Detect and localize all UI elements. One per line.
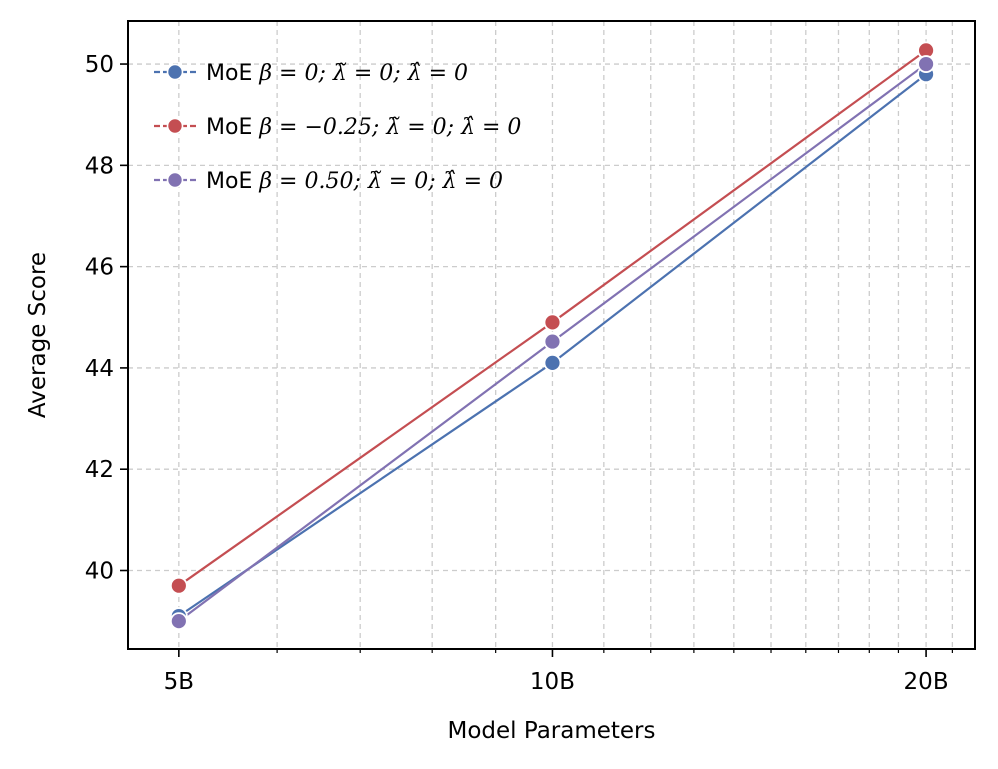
grid	[128, 21, 975, 649]
axes: 5B 10B 20B 40 42 44 46 48 50	[85, 52, 953, 695]
data-point	[917, 55, 935, 73]
legend-label: MoE β = 0.50; λ̃ = 0; λ̂ = 0	[206, 169, 503, 194]
data-point	[169, 576, 188, 595]
legend-label: MoE β = 0; λ̃ = 0; λ̂ = 0	[206, 61, 468, 86]
x-tick-label: 5B	[164, 669, 194, 695]
data-point	[169, 612, 188, 631]
y-tick-label: 46	[85, 255, 114, 281]
data-point	[543, 353, 562, 372]
y-tick-label: 50	[85, 52, 114, 78]
y-tick-label: 44	[85, 356, 114, 382]
y-tick-label: 48	[85, 153, 114, 179]
y-tick-label: 42	[85, 457, 114, 483]
legend: MoE β = 0; λ̃ = 0; λ̂ = 0 MoE β = −0.25; …	[154, 61, 521, 194]
plot-frame	[127, 20, 976, 650]
data-point	[543, 313, 562, 332]
legend-label: MoE β = −0.25; λ̃ = 0; λ̂ = 0	[206, 115, 521, 140]
data-point	[543, 332, 562, 351]
y-tick-label: 40	[85, 559, 114, 585]
series-layer	[169, 41, 935, 631]
y-axis-title: Average Score	[25, 252, 51, 418]
legend-swatch-marker	[166, 117, 184, 135]
legend-swatch-marker	[166, 171, 184, 189]
x-axis-title: Model Parameters	[447, 718, 655, 744]
x-tick-label: 20B	[904, 669, 949, 695]
legend-swatch-marker	[166, 63, 184, 81]
x-tick-label: 10B	[530, 669, 575, 695]
